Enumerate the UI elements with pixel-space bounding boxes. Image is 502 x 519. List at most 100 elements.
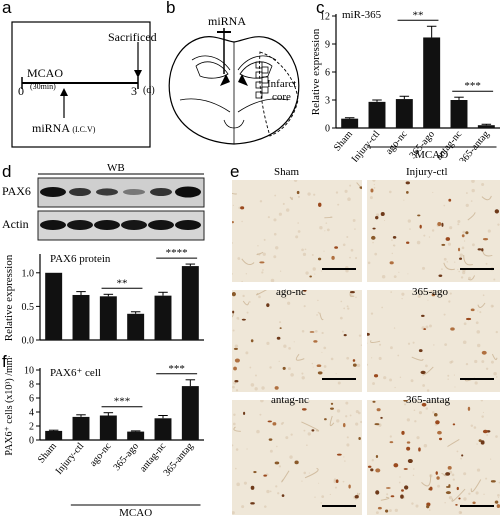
pax6-positive-cell [467, 406, 471, 411]
tissue-speck [367, 261, 371, 265]
tissue-speck [282, 202, 285, 205]
tissue-speck [236, 316, 240, 320]
y-tick-label: 2 [29, 422, 34, 433]
pax6-positive-cell [429, 486, 433, 491]
tissue-speck [410, 379, 414, 383]
tissue-fiber [451, 488, 466, 502]
tissue-speck [336, 409, 341, 413]
micrograph-texture [367, 290, 498, 392]
tissue-speck [323, 346, 327, 350]
micrograph-ago-nc [232, 290, 362, 392]
tissue-speck [481, 183, 485, 187]
tissue-fiber [289, 196, 293, 201]
tissue-speck [282, 421, 285, 424]
tissue-speck [474, 381, 478, 385]
significance-label: *** [114, 396, 131, 408]
scale-bar [460, 378, 494, 380]
pax6-positive-cell [482, 429, 488, 434]
tissue-speck [432, 191, 434, 194]
tissue-speck [425, 407, 429, 410]
pax6-positive-cell [421, 402, 427, 407]
tissue-speck [321, 351, 323, 353]
pax6-positive-cell [374, 423, 380, 426]
pax6-positive-cell [472, 501, 476, 505]
tissue-speck [471, 188, 475, 193]
panel-a-timeline [11, 21, 151, 148]
tissue-speck [386, 493, 389, 496]
tissue-fiber [411, 356, 424, 361]
pax6-positive-cell [301, 408, 307, 411]
tissue-speck [460, 276, 464, 279]
tissue-speck [285, 436, 289, 440]
tissue-speck [481, 360, 485, 364]
tissue-fiber [301, 421, 320, 432]
micrograph-365-antag [367, 400, 500, 515]
tissue-speck [404, 403, 407, 406]
tissue-speck [342, 243, 346, 247]
tissue-speck [475, 491, 479, 495]
tissue-speck [476, 468, 481, 472]
pax6-positive-cell [334, 246, 339, 249]
tissue-speck [388, 190, 392, 194]
pax6-positive-cell [375, 455, 379, 458]
panel-letter-d: d [2, 162, 12, 181]
tissue-speck [287, 301, 291, 305]
pax6-positive-cell [452, 423, 456, 426]
micrograph-texture [367, 180, 500, 281]
tissue-speck [232, 204, 234, 206]
tissue-fiber [482, 249, 493, 257]
tissue-speck [418, 411, 423, 415]
tissue-fiber [470, 479, 482, 493]
tissue-speck [379, 343, 382, 346]
tissue-speck [458, 270, 460, 273]
pax6-positive-cell [426, 504, 430, 509]
bar [181, 266, 199, 340]
x-tick-label: Injury-ctl [350, 129, 383, 162]
tissue-speck [301, 480, 303, 482]
tissue-speck [447, 374, 450, 377]
pax6-positive-cell [375, 490, 380, 495]
y-tick-label: 1.0 [22, 268, 35, 279]
pax6-positive-cell [403, 468, 408, 470]
x-tick-label: Injury-ctl [54, 441, 87, 477]
pax6-positive-cell [233, 366, 237, 371]
x-tick-label: 365-antag [457, 129, 491, 162]
tissue-speck [473, 426, 477, 429]
tissue-speck [261, 271, 264, 274]
tissue-speck [233, 413, 236, 416]
tissue-speck [321, 495, 325, 499]
pax6-positive-cell [480, 440, 485, 445]
tissue-speck [269, 449, 273, 453]
tissue-speck [481, 415, 484, 418]
tissue-speck [317, 311, 320, 314]
tissue-speck [453, 374, 455, 376]
tissue-speck [278, 465, 282, 468]
pax6-positive-cell [401, 489, 404, 492]
tissue-speck [290, 373, 294, 377]
tissue-speck [443, 204, 446, 207]
tissue-speck [416, 240, 421, 245]
pax6-positive-cell [274, 461, 280, 465]
tissue-fiber [443, 262, 455, 271]
tissue-speck [394, 386, 396, 389]
pax6-positive-cell [330, 402, 334, 405]
pax6-positive-cell [318, 202, 322, 208]
tissue-speck [459, 253, 463, 258]
scale-bar [460, 505, 494, 507]
tissue-speck [329, 493, 331, 496]
tissue-speck [303, 429, 306, 432]
y-tick-label: 0 [29, 436, 34, 447]
tissue-speck [407, 342, 411, 345]
pax6-positive-cell [232, 221, 234, 224]
significance-label: ** [413, 9, 424, 21]
tissue-speck [235, 448, 239, 451]
pax6-positive-cell [482, 237, 489, 241]
tissue-speck [275, 246, 279, 250]
tissue-speck [335, 373, 337, 375]
tissue-speck [490, 304, 494, 308]
pax6-positive-cell [358, 437, 361, 440]
tissue-speck [241, 505, 245, 509]
core-label: core [272, 91, 291, 103]
tissue-speck [346, 236, 349, 238]
